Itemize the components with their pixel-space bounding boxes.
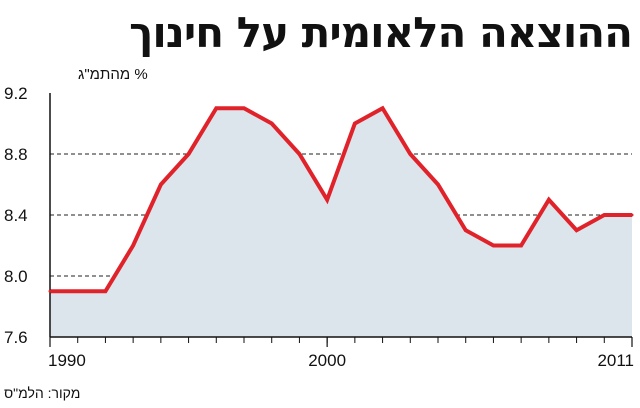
data-point-2001 [353,122,357,125]
data-point-1993 [131,244,135,247]
data-point-2002 [381,106,385,110]
x-tick-label: 1990 [48,351,86,370]
data-point-1998 [270,122,274,125]
data-point-2009 [575,228,579,232]
data-point-2003 [408,152,412,156]
source-note: מקור: הלמ"ס [4,385,81,401]
y-tick-label: 8.4 [4,206,28,225]
data-point-2008 [547,198,551,202]
data-point-1995 [187,152,191,156]
series-line [50,105,632,294]
x-tick-label: 2011 [597,351,634,370]
data-point-1991 [76,289,80,293]
data-point-2011 [630,213,634,217]
data-point-2007 [519,244,523,247]
data-point-1997 [242,106,246,110]
data-point-1999 [297,152,301,156]
data-point-2000 [325,198,329,202]
area-fill [50,108,632,337]
data-point-2006 [491,244,495,247]
data-point-1992 [103,289,107,293]
y-tick-label: 8.8 [4,145,28,164]
data-point-1996 [214,106,218,110]
y-tick-label: 8.0 [4,267,28,286]
data-point-2004 [436,183,440,186]
chart-title: ההוצאה הלאומית על חינוך [129,8,633,57]
data-point-1994 [159,183,163,186]
data-point-1990 [48,289,52,293]
data-point-2010 [602,213,606,217]
x-tick-label: 2000 [308,351,346,370]
y-axis-unit-label: % מהתמ"ג [78,66,148,83]
y-tick-label: 7.6 [4,328,28,347]
data-point-2005 [464,228,468,232]
y-tick-label: 9.2 [4,84,28,103]
